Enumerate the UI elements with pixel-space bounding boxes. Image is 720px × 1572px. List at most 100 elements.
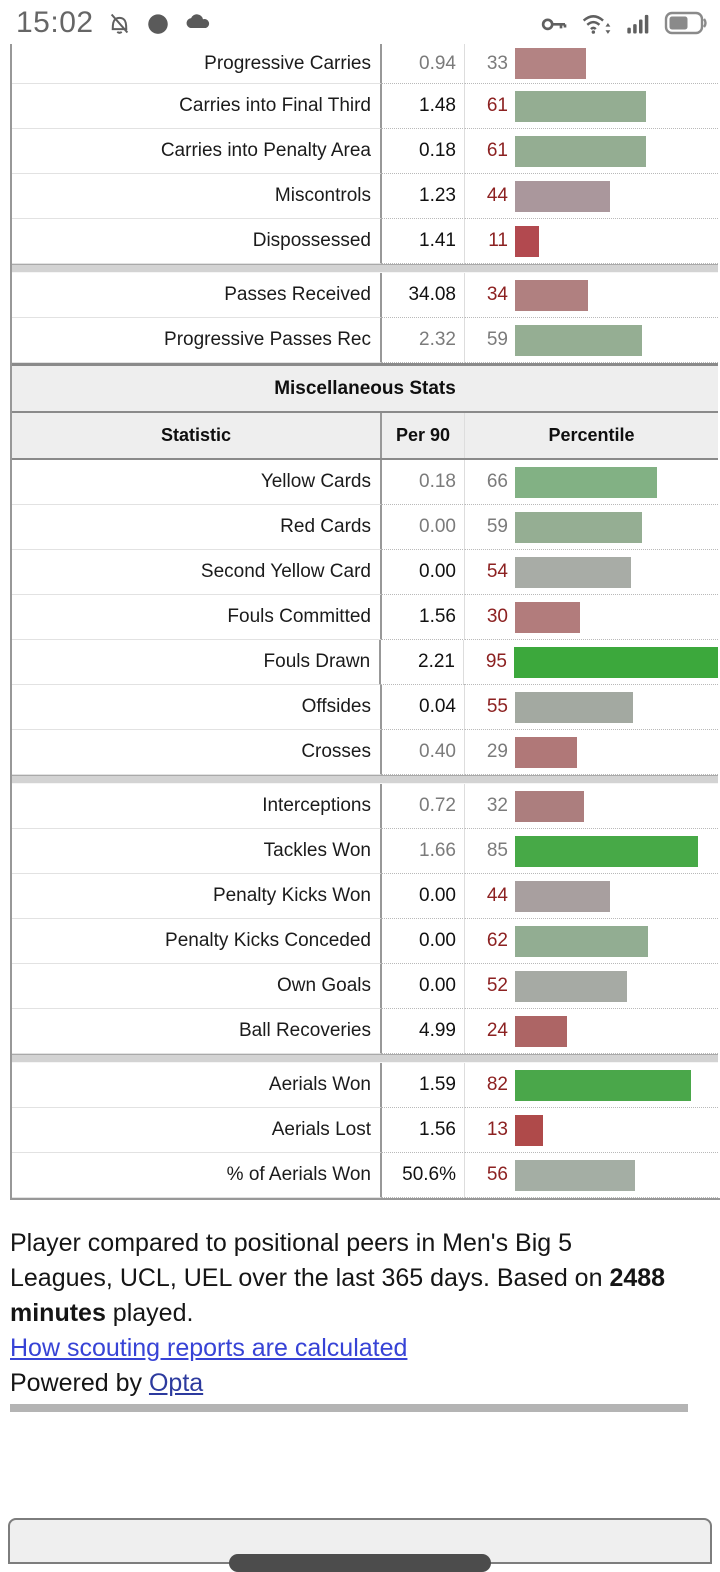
percentile-bar [515,790,584,822]
table-row: Progressive Carries 0.94 33 [12,44,718,84]
per90-value: 1.41 [382,219,465,264]
percentile-value: 52 [486,975,508,996]
stat-label: Aerials Lost [12,1108,382,1153]
table-row: Yellow Cards 0.18 66 [12,460,718,505]
percentile-bar [515,180,610,212]
per90-value: 1.23 [382,174,465,219]
minutes-played: 2488 minutes [10,1264,666,1327]
per90-value: 2.32 [382,318,465,363]
table-row: Penalty Kicks Conceded 0.00 62 [12,919,718,964]
battery-icon [664,9,708,37]
per90-value: 0.18 [382,129,465,174]
per90-value: 0.18 [382,460,465,505]
percentile-bar [515,225,539,257]
table-row: Progressive Passes Rec 2.32 59 [12,318,718,363]
stat-label: Red Cards [12,505,382,550]
per90-value: 0.72 [382,784,465,829]
percentile-value: 85 [486,840,508,861]
possession-group: Progressive Carries 0.94 33 Carries into… [12,44,718,264]
per90-value: 4.99 [382,1009,465,1054]
per90-value: 1.66 [382,829,465,874]
percentile-value: 54 [486,561,508,582]
percentile-bar [515,1159,635,1191]
stat-label: Ball Recoveries [12,1009,382,1054]
percentile-value: 44 [486,185,508,206]
misc-group-2: Interceptions 0.72 32 Tackles Won 1.66 8… [12,784,718,1054]
aerials-group: Aerials Won 1.59 82 Aerials Lost 1.56 13… [12,1063,718,1198]
footnote-text-after: played. [105,1299,194,1327]
table-row: Passes Received 34.08 34 [12,273,718,318]
percentile-bar [515,90,646,122]
per90-value: 0.00 [382,919,465,964]
table-row: Crosses 0.40 29 [12,730,718,775]
per90-value: 1.56 [382,595,465,640]
table-row: % of Aerials Won 50.6% 56 [12,1153,718,1198]
stat-label: Fouls Committed [12,595,382,640]
percentile-value: 24 [486,1020,508,1041]
gesture-navigation-bar[interactable] [229,1554,491,1572]
scouting-report-table: Progressive Carries 0.94 33 Carries into… [10,44,720,1200]
percentile-bar [515,466,657,498]
scouting-reports-calculated-link[interactable]: How scouting reports are calculated [10,1334,408,1362]
bell-muted-icon [106,10,133,37]
group-separator [12,264,718,273]
percentile-bar [515,1069,691,1101]
stat-label: Penalty Kicks Conceded [12,919,382,964]
cloud-icon [183,8,213,38]
per90-value: 0.40 [382,730,465,775]
section-header: Miscellaneous Stats [12,363,718,413]
circle-notification-icon [145,10,171,36]
powered-by-label: Powered by [10,1369,149,1397]
per90-value: 2.21 [381,640,464,685]
table-row: Fouls Committed 1.56 30 [12,595,718,640]
table-row: Dispossessed 1.41 11 [12,219,718,264]
percentile-value: 32 [486,795,508,816]
horizontal-scrollbar[interactable] [10,1404,688,1412]
status-bar: 15:02 [0,0,720,44]
table-row: Own Goals 0.00 52 [12,964,718,1009]
stat-label: Interceptions [12,784,382,829]
percentile-bar [515,1015,567,1047]
column-header-statistic: Statistic [12,413,382,458]
percentile-value: 34 [486,284,508,305]
percentile-value: 44 [486,885,508,906]
table-row: Miscontrols 1.23 44 [12,174,718,219]
percentile-value: 13 [486,1119,508,1140]
table-row: Penalty Kicks Won 0.00 44 [12,874,718,919]
stat-label: Crosses [12,730,382,775]
stat-label: Yellow Cards [12,460,382,505]
bottom-panel [8,1518,712,1572]
opta-link[interactable]: Opta [148,1369,204,1397]
percentile-value: 62 [486,930,508,951]
percentile-bar [515,925,648,957]
stat-label: % of Aerials Won [12,1153,382,1198]
per90-value: 0.04 [382,685,465,730]
wifi-icon [580,8,614,38]
table-row: Second Yellow Card 0.00 54 [12,550,718,595]
percentile-bar [515,324,642,356]
per90-value: 0.00 [382,505,465,550]
percentile-value: 95 [485,651,507,672]
stat-label: Dispossessed [12,219,382,264]
footnote-text: Player compared to positional peers in M… [10,1229,610,1292]
column-header-row: Statistic Per 90 Percentile [12,413,718,460]
per90-value: 0.00 [382,550,465,595]
table-row: Carries into Final Third 1.48 61 [12,84,718,129]
percentile-value: 59 [486,516,508,537]
table-row: Carries into Penalty Area 0.18 61 [12,129,718,174]
misc-group-1: Yellow Cards 0.18 66 Red Cards 0.00 59 S… [12,460,718,775]
table-row: Interceptions 0.72 32 [12,784,718,829]
table-row: Aerials Won 1.59 82 [12,1063,718,1108]
percentile-bar [515,691,633,723]
column-header-percentile: Percentile [548,425,635,445]
percentile-value: 29 [486,741,508,762]
table-bottom-border [12,1198,720,1200]
percentile-bar [515,48,586,79]
group-separator [12,1054,718,1063]
per90-value: 0.94 [382,44,465,84]
percentile-bar [515,970,627,1002]
percentile-value: 11 [488,230,508,251]
percentile-value: 33 [486,52,508,74]
percentile-bar [515,880,610,912]
percentile-bar [515,1114,543,1146]
